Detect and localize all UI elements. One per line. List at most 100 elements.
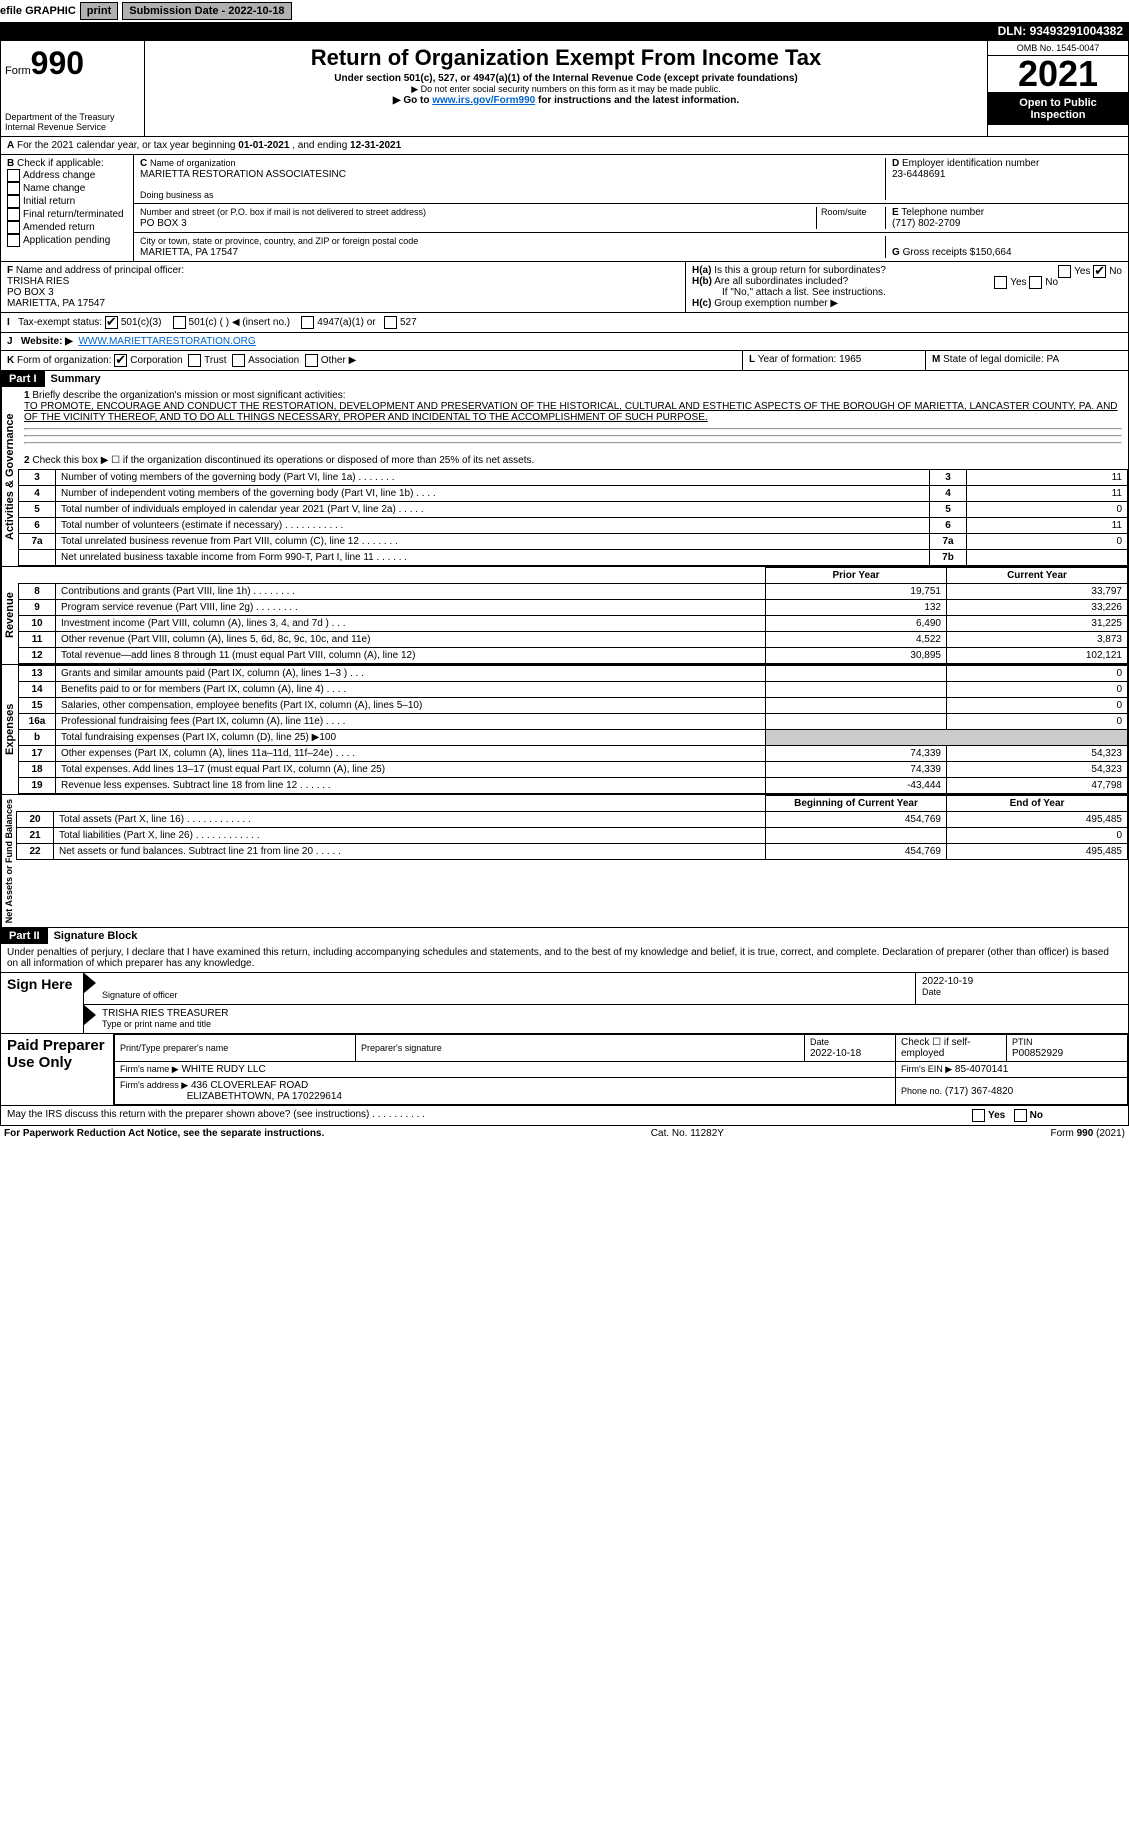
grid-revenue: Prior YearCurrent Year8Contributions and… [18,567,1128,664]
opt-name-change: Name change [23,183,85,194]
form-title: Return of Organization Exempt From Incom… [151,45,981,71]
sign-here-label: Sign Here [1,973,84,1033]
dba-label: Doing business as [140,190,885,200]
paid-preparer-label: Paid Preparer Use Only [1,1034,114,1105]
may-irs-yes[interactable] [972,1109,985,1122]
check-corp[interactable] [114,354,127,367]
part1-tab: Part I [1,371,45,387]
print-button[interactable]: print [80,2,118,20]
mission-text: TO PROMOTE, ENCOURAGE AND CONDUCT THE RE… [24,401,1118,423]
g-label: Gross receipts $ [903,247,976,258]
declaration-text: Under penalties of perjury, I declare th… [1,944,1128,972]
form-no: 990 [31,45,84,81]
website-link[interactable]: WWW.MARIETTARESTORATION.ORG [78,336,255,347]
revenue-block: Revenue Prior YearCurrent Year8Contribut… [0,567,1129,665]
declaration: Under penalties of perjury, I declare th… [0,944,1129,973]
officer-addr2: MARIETTA, PA 17547 [7,298,105,309]
firm-name-label: Firm's name ▶ [120,1064,179,1074]
no-label2: No [1045,277,1058,288]
period-row: A For the 2021 calendar year, or tax yea… [0,137,1129,155]
check-4947[interactable] [301,316,314,329]
ptin-label: PTIN [1012,1037,1033,1047]
tax-year: 2021 [988,56,1128,93]
check-501c[interactable] [173,316,186,329]
phone-value: (717) 802-2709 [892,218,960,229]
dept-treasury: Department of the Treasury [5,112,140,122]
hc-label: Group exemption number ▶ [714,298,838,309]
k-label: Form of organization: [17,355,112,366]
hb-yes[interactable] [994,276,1007,289]
j-label: Website: ▶ [21,336,73,347]
p-check-label: Check ☐ if self-employed [896,1035,1007,1062]
side-expenses: Expenses [1,665,18,794]
i-label: Tax-exempt status: [18,317,102,328]
opt-corp: Corporation [130,355,182,366]
part2-header: Part II Signature Block [0,928,1129,944]
opt-501c3: 501(c)(3) [121,317,162,328]
open-public: Open to Public Inspection [988,93,1128,125]
part1-title: Summary [45,371,107,387]
sig-arrow-icon-2 [84,1005,96,1025]
gross-receipts: 150,664 [975,247,1011,258]
check-trust[interactable] [188,354,201,367]
c-name-label: Name of organization [150,158,236,168]
no-label: No [1109,266,1122,277]
preparer-grid: Print/Type preparer's name Preparer's si… [114,1034,1128,1105]
irs-link[interactable]: www.irs.gov/Form990 [432,95,535,106]
check-other[interactable] [305,354,318,367]
period-pre: For the 2021 calendar year, or tax year … [17,140,238,151]
grid-activities: 3Number of voting members of the governi… [18,469,1128,566]
q2-text: Check this box ▶ ☐ if the organization d… [32,455,534,466]
yes-label: Yes [1074,266,1090,277]
side-netassets: Net Assets or Fund Balances [1,795,16,927]
dln-value: 93493291004382 [1030,24,1123,38]
page-footer: For Paperwork Reduction Act Notice, see … [0,1126,1129,1141]
check-app-pending[interactable] [7,234,20,247]
sign-here-block: Sign Here Signature of officer 2022-10-1… [0,973,1129,1034]
irs-label: Internal Revenue Service [5,122,140,132]
klm-row: K Form of organization: Corporation Trus… [0,351,1129,371]
p-sig-label: Preparer's signature [361,1043,442,1053]
ha-no[interactable] [1093,265,1106,278]
h-note: If "No," attach a list. See instructions… [722,287,886,298]
efile-bar: efile GRAPHIC print Submission Date - 20… [0,0,1129,22]
yes-label2: Yes [1010,277,1026,288]
side-activities: Activities & Governance [1,387,18,566]
q1-label: Briefly describe the organization's miss… [32,390,345,401]
sig-date-label: Date [922,987,941,997]
officer-name-title: TRISHA RIES TREASURER [102,1008,229,1019]
city-value: MARIETTA, PA 17547 [140,247,238,258]
paid-preparer-block: Paid Preparer Use Only Print/Type prepar… [0,1034,1129,1106]
may-irs-no[interactable] [1014,1109,1027,1122]
street-value: PO BOX 3 [140,218,187,229]
may-irs-text: May the IRS discuss this return with the… [1,1106,966,1125]
street-label: Number and street (or P.O. box if mail i… [140,207,426,217]
check-amended[interactable] [7,221,20,234]
firm-addr-label: Firm's address ▶ [120,1080,188,1090]
no-label3: No [1030,1110,1043,1121]
sig-officer-label: Signature of officer [102,990,177,1000]
check-final-return[interactable] [7,208,20,221]
opt-final-return: Final return/terminated [23,209,124,220]
m-label: State of legal domicile: [943,354,1044,365]
ha-yes[interactable] [1058,265,1071,278]
submission-date-button[interactable]: Submission Date - 2022-10-18 [122,2,291,20]
org-name: MARIETTA RESTORATION ASSOCIATESINC [140,169,346,180]
check-assoc[interactable] [232,354,245,367]
ein-value: 23-6448691 [892,169,945,180]
check-501c3[interactable] [105,316,118,329]
check-address-change[interactable] [7,169,20,182]
check-527[interactable] [384,316,397,329]
subtitle-1: Under section 501(c), 527, or 4947(a)(1)… [151,73,981,84]
opt-501c: 501(c) ( ) ◀ (insert no.) [189,317,291,328]
check-initial-return[interactable] [7,195,20,208]
check-name-change[interactable] [7,182,20,195]
opt-initial-return: Initial return [23,196,75,207]
sig-date-value: 2022-10-19 [922,976,973,987]
footer-mid: Cat. No. 11282Y [651,1128,724,1139]
goto-suffix: for instructions and the latest informat… [535,95,739,106]
period-end: 12-31-2021 [350,140,401,151]
part2-tab: Part II [1,928,48,944]
hb-no[interactable] [1029,276,1042,289]
dln-label: DLN: [998,24,1030,38]
